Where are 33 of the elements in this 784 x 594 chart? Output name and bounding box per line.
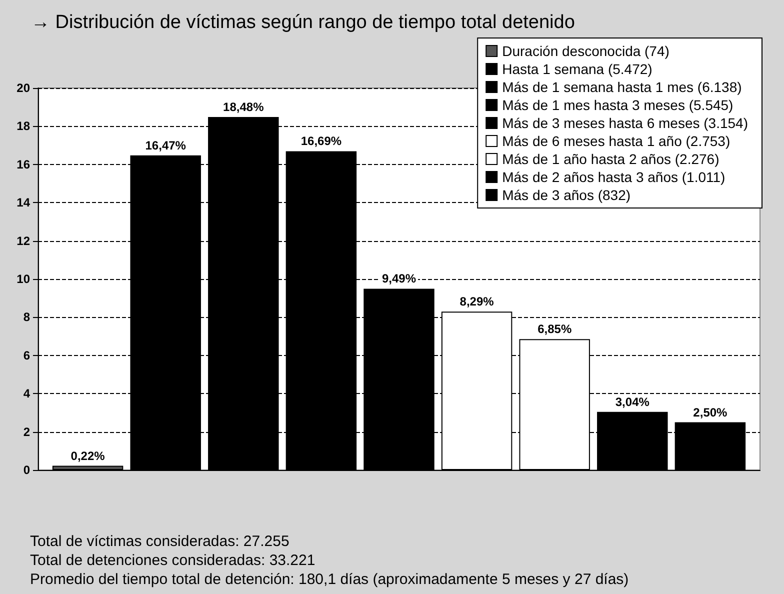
- legend-label: Más de 1 año hasta 2 años (2.276): [502, 151, 720, 167]
- text: Total de víctimas consideradas: 27.255: [30, 533, 290, 550]
- data-label: 16,47%: [145, 138, 186, 152]
- legend-label: Más de 1 semana hasta 1 mes (6.138): [502, 79, 742, 95]
- y-tick-label: 20: [16, 81, 30, 95]
- text: Promedio del tiempo total de detención: 180,1 días (aproximadamente 5 meses y 27 días): [30, 571, 629, 588]
- data-label: 16,69%: [300, 134, 342, 148]
- data-label: 3,04%: [615, 394, 650, 409]
- legend-label: Hasta 1 semana (5.472): [502, 61, 652, 77]
- y-tick-label: 18: [16, 119, 30, 134]
- legend-label: Más de 3 años (832): [502, 187, 631, 203]
- legend-label: Más de 2 años hasta 3 años (1.011): [502, 169, 726, 185]
- legend-label: Más de 3 meses hasta 6 meses (3.154): [502, 115, 748, 131]
- y-tick-label: 10: [16, 272, 30, 286]
- data-label: 18,48%: [223, 100, 264, 114]
- data-label: 0,22%: [70, 448, 106, 463]
- y-tick-label: 0: [23, 463, 30, 477]
- legend-label: Duración desconocida (74): [502, 43, 670, 59]
- chart-title: → Distribución de víctimas según rango de tiempo total detenido: [31, 12, 575, 33]
- y-tick-label: 12: [16, 234, 30, 248]
- data-label: 6,85%: [538, 322, 572, 336]
- text: Total de detenciones consideradas: 33.221: [30, 552, 316, 569]
- y-tick-label: 4: [23, 386, 30, 401]
- data-label: 2,50%: [693, 405, 728, 420]
- data-label: 8,29%: [460, 294, 494, 309]
- legend-label: Más de 6 meses hasta 1 año (2.753): [502, 133, 730, 149]
- y-tick-label: 16: [16, 157, 30, 172]
- y-tick-label: 14: [16, 196, 30, 210]
- data-label: 9,49%: [382, 272, 416, 286]
- y-tick-label: 8: [23, 310, 30, 324]
- legend-label: Más de 1 mes hasta 3 meses (5.545): [502, 97, 734, 113]
- y-tick-label: 2: [23, 424, 30, 439]
- y-tick-label: 6: [23, 348, 30, 362]
